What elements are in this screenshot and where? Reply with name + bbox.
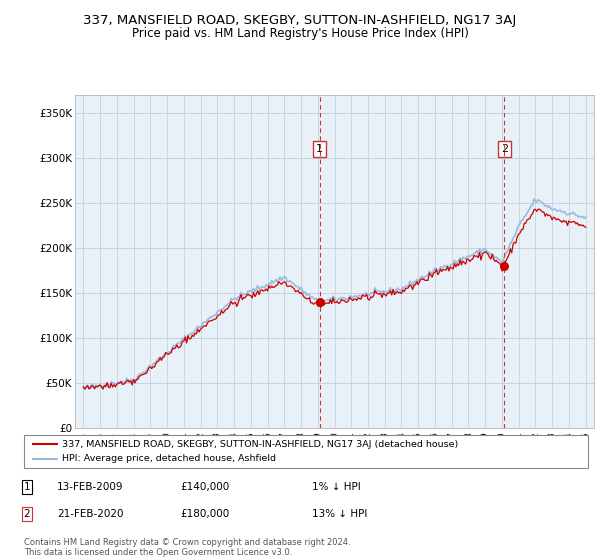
Text: 2: 2 (501, 144, 508, 154)
Point (315, 298, 325, 307)
Text: 337, MANSFIELD ROAD, SKEGBY, SUTTON-IN-ASHFIELD, NG17 3AJ: 337, MANSFIELD ROAD, SKEGBY, SUTTON-IN-A… (83, 14, 517, 27)
Text: 2: 2 (23, 509, 31, 519)
Text: 1: 1 (23, 482, 31, 492)
Text: £180,000: £180,000 (180, 509, 229, 519)
Text: 1: 1 (316, 144, 323, 154)
Text: 13-FEB-2009: 13-FEB-2009 (57, 482, 124, 492)
FancyBboxPatch shape (24, 435, 588, 468)
Text: 13% ↓ HPI: 13% ↓ HPI (312, 509, 367, 519)
Text: HPI: Average price, detached house, Ashfield: HPI: Average price, detached house, Ashf… (62, 454, 277, 463)
Text: Contains HM Land Registry data © Crown copyright and database right 2024.
This d: Contains HM Land Registry data © Crown c… (24, 538, 350, 557)
Text: Price paid vs. HM Land Registry's House Price Index (HPI): Price paid vs. HM Land Registry's House … (131, 27, 469, 40)
Text: 1% ↓ HPI: 1% ↓ HPI (312, 482, 361, 492)
Point (499, 262, 509, 271)
Text: 21-FEB-2020: 21-FEB-2020 (57, 509, 124, 519)
Text: 337, MANSFIELD ROAD, SKEGBY, SUTTON-IN-ASHFIELD, NG17 3AJ (detached house): 337, MANSFIELD ROAD, SKEGBY, SUTTON-IN-A… (62, 440, 458, 449)
Text: £140,000: £140,000 (180, 482, 229, 492)
